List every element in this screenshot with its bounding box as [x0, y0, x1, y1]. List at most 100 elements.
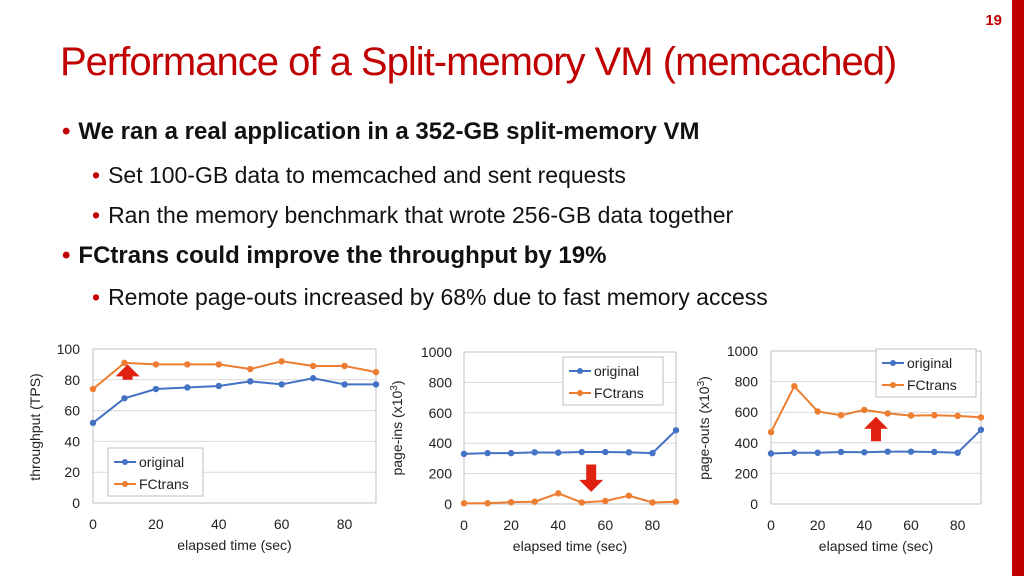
y-tick-label: 100: [57, 341, 81, 357]
x-axis-label: elapsed time (sec): [513, 538, 627, 554]
y-axis-label: throughput (TPS): [27, 373, 43, 480]
data-point: [931, 448, 938, 456]
bullet-dot-icon: •: [62, 118, 71, 145]
data-point: [184, 384, 191, 391]
data-point: [884, 410, 891, 417]
data-point: [907, 448, 915, 455]
data-point: [602, 497, 609, 505]
data-point: [555, 449, 562, 456]
series-line-original: [463, 429, 677, 455]
data-point: [672, 498, 680, 505]
arrow-up-icon: [115, 364, 140, 380]
legend-label: original: [594, 363, 639, 379]
y-axis-label: page-ins (x103): [389, 380, 405, 475]
data-point: [649, 499, 656, 506]
legend-label: FCtrans: [594, 385, 644, 401]
y-tick-label: 1000: [727, 343, 758, 359]
data-point: [278, 358, 285, 365]
legend-marker: [122, 459, 128, 465]
y-axis-label: page-outs (x103): [696, 376, 712, 480]
data-point: [977, 414, 985, 421]
data-point: [507, 498, 515, 506]
x-tick-label: 20: [503, 517, 519, 533]
legend-label: FCtrans: [139, 476, 189, 492]
data-point: [309, 362, 317, 370]
data-point: [672, 427, 680, 434]
data-point: [954, 449, 961, 456]
x-tick-label: 40: [857, 517, 873, 533]
data-point: [460, 500, 468, 507]
data-point: [578, 499, 585, 506]
bullet-dot-icon: •: [62, 242, 71, 269]
data-point: [484, 500, 491, 507]
data-point: [507, 449, 515, 457]
legend-marker: [577, 390, 583, 396]
data-point: [625, 492, 633, 499]
bullet-2: • FCtrans could improve the throughput b…: [62, 242, 606, 270]
y-tick-label: 20: [64, 464, 80, 480]
x-tick-label: 60: [274, 516, 290, 532]
data-point: [215, 361, 222, 368]
bullet-1: • We ran a real application in a 352-GB …: [62, 118, 699, 146]
bullet-text: We ran a real application in a 352-GB sp…: [78, 118, 700, 145]
data-point: [602, 448, 609, 456]
y-tick-label: 400: [735, 435, 759, 451]
arrow-down-icon: [579, 464, 604, 492]
data-point: [460, 450, 468, 458]
y-tick-label: 0: [750, 496, 758, 512]
data-point: [954, 412, 961, 420]
data-point: [121, 395, 128, 402]
data-point: [555, 490, 562, 497]
data-point: [791, 382, 798, 390]
bullet-text: Set 100-GB data to memcached and sent re…: [108, 162, 626, 188]
x-tick-label: 0: [89, 516, 97, 532]
data-point: [184, 361, 191, 368]
x-tick-label: 40: [211, 516, 227, 532]
x-tick-label: 60: [598, 517, 614, 533]
x-tick-label: 80: [337, 516, 353, 532]
legend-box: [875, 348, 977, 398]
slide-title: Performance of a Split-memory VM (memcac…: [60, 40, 897, 84]
legend-label: original: [139, 454, 184, 470]
slide-number: 19: [985, 12, 1002, 29]
bullet-1-2: • Ran the memory benchmark that wrote 25…: [92, 202, 733, 229]
y-tick-label: 60: [64, 403, 80, 419]
y-tick-label: 40: [64, 433, 80, 449]
legend-label: FCtrans: [907, 377, 957, 393]
data-point: [341, 362, 348, 370]
bullet-dot-icon: •: [92, 202, 101, 228]
legend-label: original: [907, 355, 952, 371]
data-point: [767, 450, 775, 457]
series-line-FCtrans: [92, 360, 377, 390]
data-point: [215, 382, 222, 390]
data-point: [837, 412, 845, 419]
data-point: [341, 381, 348, 388]
data-point: [837, 448, 845, 456]
data-point: [531, 498, 538, 505]
x-tick-label: 20: [148, 516, 164, 532]
legend-marker: [890, 360, 896, 366]
y-tick-label: 200: [735, 465, 759, 481]
x-tick-label: 80: [950, 517, 966, 533]
arrow-up-icon: [864, 416, 888, 442]
y-tick-label: 0: [444, 496, 452, 512]
data-point: [278, 381, 285, 388]
data-point: [152, 361, 160, 368]
data-point: [861, 449, 868, 456]
bullet-2-1: • Remote page-outs increased by 68% due …: [92, 284, 768, 311]
y-tick-label: 800: [735, 374, 759, 390]
data-point: [814, 408, 821, 415]
x-tick-label: 0: [460, 517, 468, 533]
bullet-text: FCtrans could improve the throughput by …: [78, 242, 607, 269]
x-axis-label: elapsed time (sec): [177, 537, 291, 553]
data-point: [372, 381, 380, 388]
data-point: [247, 365, 254, 373]
data-point: [121, 359, 128, 367]
bullet-dot-icon: •: [92, 162, 101, 188]
legend-marker: [577, 368, 583, 374]
series-line-FCtrans: [770, 384, 982, 433]
data-point: [152, 385, 160, 393]
bullet-dot-icon: •: [92, 284, 101, 310]
data-point: [861, 406, 868, 414]
